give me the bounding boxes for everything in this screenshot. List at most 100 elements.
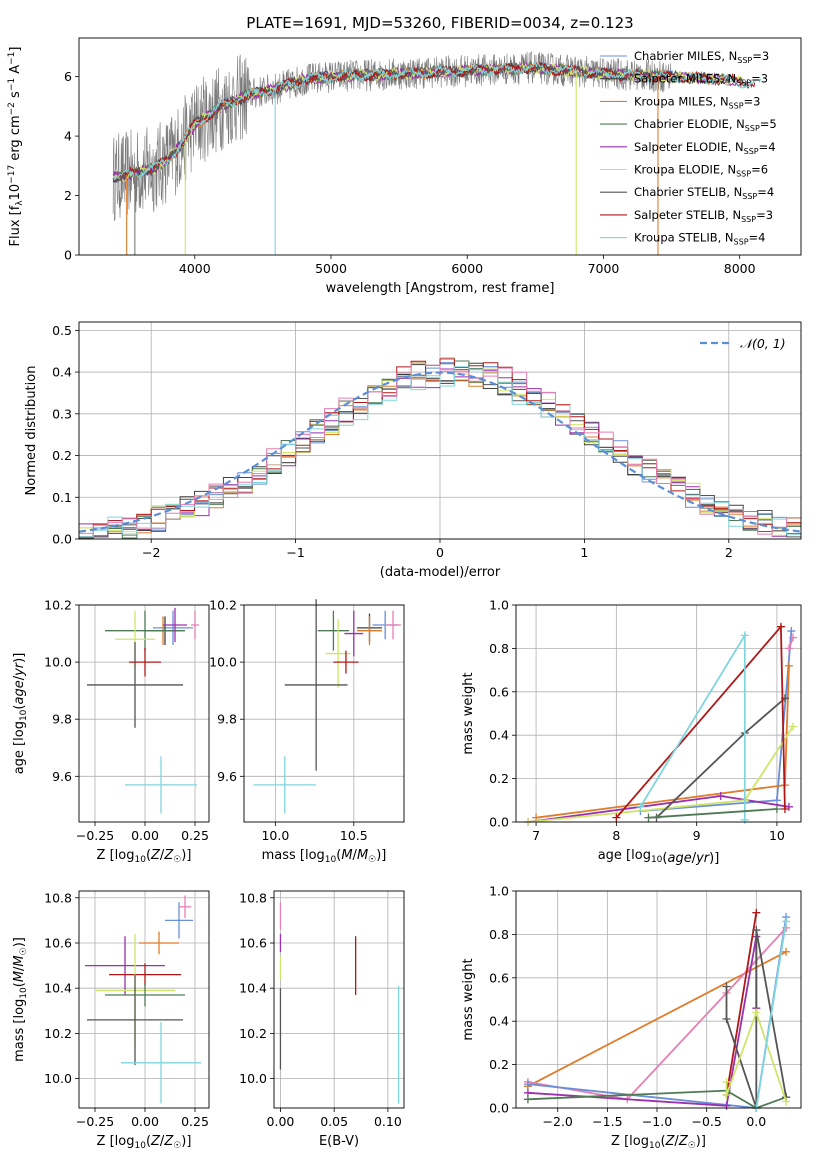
weight-line <box>640 630 793 812</box>
axes-frame <box>78 604 210 823</box>
x-axis-label: Z [log10(Z/Z☉)] <box>97 848 192 865</box>
weight-marker <box>772 804 781 813</box>
legend-label: Chabrier STELIB, NSSP=4 <box>634 185 774 201</box>
weight-marker <box>782 947 791 956</box>
weight-marker <box>644 813 653 822</box>
x-tick-label: −0.25 <box>76 828 114 843</box>
y-tick-label: 0.4 <box>489 728 509 743</box>
weight-marker <box>776 622 785 631</box>
label-part: erg cm <box>8 115 23 164</box>
y-tick-label: 0.6 <box>489 684 509 699</box>
x-tick-label: 4000 <box>179 261 211 276</box>
x-tick-label: −1.0 <box>642 1114 672 1129</box>
weight-marker <box>722 1101 731 1110</box>
x-axis-label: (data-model)/error <box>380 565 501 580</box>
weight-marker <box>788 722 797 731</box>
x-tick-label: 0.00 <box>131 1114 159 1129</box>
charts-layer: 4000 5000 6000 7000 8000 0 2 4 6 wavelength [Angs… <box>7 37 802 1151</box>
label-part: 10 <box>134 855 146 865</box>
weight-marker <box>788 633 797 642</box>
x-tick-label: 8 <box>612 828 620 843</box>
figure-title: PLATE=1691, MJD=53260, FIBERID=0034, z=0… <box>246 14 633 32</box>
x-tick-label: 2 <box>725 545 733 560</box>
label-part: ( <box>660 1134 665 1149</box>
y-tick-label: 10.2 <box>44 1026 72 1041</box>
x-tick-label: 10 <box>769 828 785 843</box>
legend-sub: SSP <box>729 101 744 110</box>
y-tick-label: 0.0 <box>52 532 72 547</box>
label-part: ( <box>146 1134 151 1149</box>
label-part: A <box>8 65 23 78</box>
weight-marker <box>722 1077 731 1086</box>
legend-sub: SSP <box>744 147 759 156</box>
x-tick-label: 6000 <box>451 261 483 276</box>
weight-marker <box>784 661 793 670</box>
x-axis-label: E(B-V) <box>319 1134 359 1149</box>
weight-marker <box>722 1015 731 1024</box>
label-part: yr <box>695 851 711 866</box>
x-tick-label: 0.25 <box>181 1114 209 1129</box>
label-part: / <box>160 848 165 863</box>
label-part: E(B-V) <box>319 1134 359 1149</box>
weight-line <box>725 1009 787 1102</box>
label-part: M <box>357 848 368 863</box>
weight-marker <box>752 908 761 917</box>
weight-marker <box>722 1090 731 1099</box>
label-part: λ <box>15 200 25 206</box>
weight-marker <box>772 796 781 805</box>
y-tick-label: 10.4 <box>44 981 72 996</box>
y-tick-label: 10.2 <box>209 598 237 613</box>
y-tick-label: 10.2 <box>44 598 72 613</box>
label-part: Z <box>163 848 174 863</box>
x-tick-label: −0.5 <box>691 1114 721 1129</box>
legend-sub: SSP <box>736 79 751 88</box>
label-part: / <box>353 848 358 863</box>
weight-marker <box>752 1008 761 1017</box>
axes-frame <box>515 604 802 823</box>
label-part: ( <box>146 848 151 863</box>
label-part: M <box>341 848 352 863</box>
label-part: Z <box>150 1134 161 1149</box>
label-part: ☉ <box>368 855 376 865</box>
label-part: Normed distribution <box>24 366 39 496</box>
label-part: Z [log <box>97 1134 135 1149</box>
label-part: Z [log <box>611 1134 649 1149</box>
label-part: −1 <box>7 52 17 65</box>
legend-sub: SSP <box>741 215 756 224</box>
legend-label: Chabrier MILES, NSSP=3 <box>634 49 769 65</box>
y-tick-label: 0.4 <box>489 1014 509 1029</box>
label-part: −1 <box>7 78 17 91</box>
legend-label: Salpeter STELIB, NSSP=3 <box>634 208 773 224</box>
label-part: 10 <box>651 855 663 865</box>
legend-count: =3 <box>744 94 761 108</box>
label-part: 10 <box>649 1141 661 1151</box>
y-axis-label: Normed distribution <box>24 366 39 496</box>
x-tick-label: 0.10 <box>374 1114 402 1129</box>
weight-line <box>535 665 790 819</box>
x-tick-label: −2 <box>142 545 160 560</box>
y-axis-label: mass weight <box>461 958 476 1040</box>
weight-marker <box>523 1095 532 1104</box>
x-axis-label: mass [log10(M/M☉)] <box>262 848 387 865</box>
x-axis-label: Z [log10(Z/Z☉)] <box>97 1134 192 1151</box>
label-part: )] <box>12 653 27 663</box>
y-tick-label: 0.2 <box>489 771 509 786</box>
panel-spectrum: 4000 5000 6000 7000 8000 0 2 4 6 wavelength [Angs… <box>7 37 802 296</box>
label-part: s <box>8 91 23 102</box>
panel-age-vs-Z: −0.25 0.00 0.259.69.810.010.2Z [log10(Z/Z☉… <box>12 598 210 865</box>
label-part: ( <box>12 705 27 710</box>
label-part: mass weight <box>461 672 476 754</box>
y-tick-label: 10.4 <box>239 981 267 996</box>
y-tick-label: 1.0 <box>489 598 509 613</box>
label-part: ☉ <box>19 947 29 955</box>
y-tick-label: 6 <box>64 69 72 84</box>
panel-residuals: −2 −1 0 1 2 0.0 0.1 0.2 0.3 0.4 0.5 (data-model)/er… <box>24 321 802 580</box>
legend-sub: SSP <box>745 124 760 133</box>
label-part: wavelength [Angstrom, rest frame] <box>326 281 555 296</box>
x-tick-label: 0.00 <box>267 1114 295 1129</box>
weight-line <box>648 808 777 819</box>
y-tick-label: 0.8 <box>489 641 509 656</box>
label-part: age <box>667 851 691 866</box>
y-axis-label: mass [log10(M/M☉)] <box>12 937 29 1062</box>
